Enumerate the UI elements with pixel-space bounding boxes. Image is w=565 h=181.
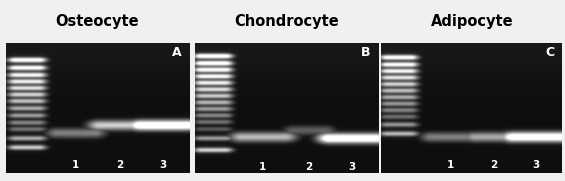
Text: A: A xyxy=(172,46,181,59)
Text: 3: 3 xyxy=(348,162,355,172)
Text: Chondrocyte: Chondrocyte xyxy=(234,14,339,29)
Text: 1: 1 xyxy=(446,160,454,170)
Text: Adipocyte: Adipocyte xyxy=(431,14,513,29)
Text: Osteocyte: Osteocyte xyxy=(55,14,140,29)
Text: 2: 2 xyxy=(490,160,497,170)
Text: 3: 3 xyxy=(532,160,540,170)
Text: B: B xyxy=(361,46,371,59)
Text: 2: 2 xyxy=(116,160,123,170)
Text: 1: 1 xyxy=(259,162,267,172)
Text: 3: 3 xyxy=(159,160,166,170)
Text: 1: 1 xyxy=(72,160,79,170)
Text: 2: 2 xyxy=(305,162,312,172)
Text: C: C xyxy=(545,46,554,59)
